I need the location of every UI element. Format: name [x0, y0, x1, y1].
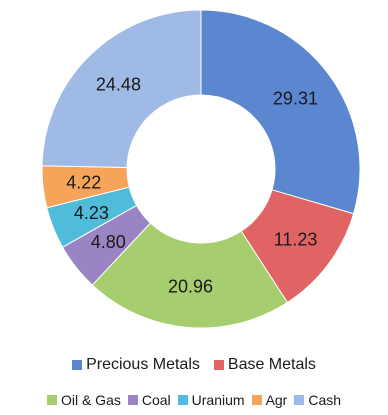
data-label-uranium: 4.23 [74, 203, 109, 223]
data-label-agr: 4.22 [66, 172, 101, 192]
slice-precious-metals [200, 9, 361, 215]
data-label-precious-metals: 29.31 [273, 88, 318, 108]
legend-swatch-base-metals [213, 360, 224, 370]
legend-swatch-cash [294, 395, 305, 405]
legend-swatch-agr [251, 395, 262, 405]
legend-row-1: Precious Metals Base Metals [0, 356, 388, 374]
legend-entry-coal: Coal [127, 392, 171, 408]
legend-label-precious-metals: Precious Metals [86, 356, 200, 373]
data-label-cash: 24.48 [96, 75, 141, 95]
slice-oil-gas [91, 222, 289, 329]
legend-entry-base-metals: Base Metals [213, 356, 316, 374]
legend-swatch-oil-gas [46, 395, 57, 405]
legend-swatch-precious-metals [72, 360, 83, 370]
legend-swatch-coal [127, 395, 138, 405]
legend-label-agr: Agr [265, 392, 288, 408]
legend-label-oil-gas: Oil & Gas [60, 392, 121, 408]
slice-cash [41, 9, 202, 168]
legend-label-base-metals: Base Metals [227, 356, 316, 373]
legend-entry-agr: Agr [251, 392, 288, 408]
data-label-coal: 4.80 [91, 232, 126, 252]
data-label-base-metals: 11.23 [274, 230, 318, 250]
legend-label-cash: Cash [308, 392, 342, 408]
data-label-oil-gas: 20.96 [168, 277, 213, 297]
legend-label-uranium: Uranium [191, 392, 245, 408]
legend-label-coal: Coal [141, 392, 171, 408]
legend-row-2: Oil & Gas Coal Uranium Agr Cash [0, 392, 388, 408]
legend-entry-cash: Cash [294, 392, 341, 408]
donut-plot: 29.31 11.23 20.96 4.80 4.23 4.22 24.48 [41, 9, 361, 329]
legend-swatch-uranium [177, 395, 188, 405]
legend-entry-uranium: Uranium [177, 392, 245, 408]
legend-entry-oil-gas: Oil & Gas [46, 392, 121, 408]
legend-entry-precious-metals: Precious Metals [72, 356, 200, 374]
